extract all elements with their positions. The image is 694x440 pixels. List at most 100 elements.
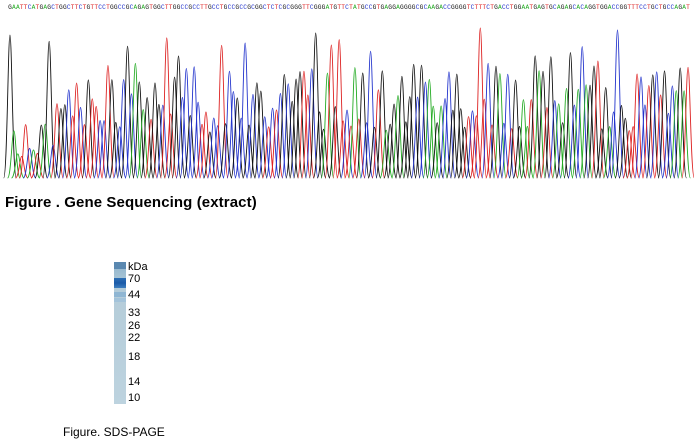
chromatogram-peak <box>544 56 558 179</box>
marker-label-44: 44 <box>128 289 141 301</box>
chromatogram-peak <box>222 70 237 179</box>
sequence-base: G <box>318 4 322 11</box>
chromatogram-peak <box>489 65 503 179</box>
chromatogram-peak <box>18 124 33 179</box>
sequence-base: T <box>275 4 279 11</box>
chromatogram-peak <box>109 121 123 179</box>
chromatogram-peak <box>97 120 111 179</box>
sequence-base: A <box>557 4 561 11</box>
sds-page-figure-caption: Figure. SDS-PAGE <box>63 425 165 439</box>
chromatogram-peak <box>152 104 166 179</box>
chromatogram-peak <box>254 90 268 179</box>
sequence-base: T <box>55 4 59 11</box>
chromatogram-peak <box>101 64 115 179</box>
sequence-base: T <box>357 4 361 11</box>
sequence-base: T <box>377 4 381 11</box>
sequence-base: G <box>518 4 522 11</box>
sequence-base: C <box>228 4 232 11</box>
sequence-base: A <box>16 4 20 11</box>
chromatogram-peak <box>587 65 601 179</box>
sequence-base: T <box>631 4 635 11</box>
sequence-base: T <box>686 4 690 11</box>
sequence-base: G <box>235 4 239 11</box>
chromatogram-peak <box>383 123 397 179</box>
chromatogram-peak <box>681 66 694 179</box>
chromatogram-peak <box>42 40 56 179</box>
sequence-base: A <box>498 4 502 11</box>
sequence-base: T <box>204 4 208 11</box>
sequence-base: G <box>533 4 537 11</box>
marker-label-33: 33 <box>128 307 141 319</box>
gel-band-faint-lower <box>114 298 126 302</box>
sequence-base: T <box>75 4 79 11</box>
chromatogram-peak <box>614 105 629 179</box>
sequence-base: A <box>674 4 678 11</box>
chromatogram-peak <box>81 79 96 179</box>
sequence-base: G <box>494 4 498 11</box>
sequence-base: C <box>279 4 283 11</box>
sequence-base: C <box>553 4 557 11</box>
chromatogram-peak <box>395 75 409 179</box>
sequence-base: G <box>380 4 384 11</box>
sequence-base: G <box>678 4 682 11</box>
sequence-base: G <box>623 4 627 11</box>
sequence-base: A <box>525 4 529 11</box>
chromatogram-peak <box>7 130 21 179</box>
sequence-base: C <box>443 4 447 11</box>
sequence-base: G <box>404 4 408 11</box>
sequence-base: A <box>439 4 443 11</box>
sequence-base: G <box>47 4 51 11</box>
chromatogram-peak <box>277 74 292 179</box>
sequence-base: C <box>271 4 275 11</box>
sequence-base: G <box>208 4 212 11</box>
chromatogram-peak <box>418 81 433 179</box>
sequence-base: T <box>330 4 334 11</box>
sequence-base: G <box>290 4 294 11</box>
chromatogram-peak <box>485 124 499 179</box>
sequence-base: G <box>8 4 12 11</box>
sequence-base: C <box>212 4 216 11</box>
sequence-base: T <box>106 4 110 11</box>
sequence-base: G <box>400 4 404 11</box>
chromatogram-peak <box>250 82 264 179</box>
chromatogram-peak <box>226 91 241 179</box>
sequence-base: A <box>12 4 16 11</box>
sequence-base: C <box>192 4 196 11</box>
chromatogram-peak <box>657 70 672 179</box>
sequence-base: A <box>576 4 580 11</box>
chromatogram-peak <box>563 52 578 179</box>
sequence-base: G <box>177 4 181 11</box>
sequence-base: C <box>573 4 577 11</box>
sequence-base: C <box>447 4 451 11</box>
sequence-base: A <box>353 4 357 11</box>
chromatogram-peak <box>438 98 452 179</box>
chromatogram-peak <box>316 128 331 179</box>
sequence-base: C <box>232 4 236 11</box>
sequence-base: T <box>545 4 549 11</box>
sequence-base: G <box>63 4 67 11</box>
chromatogram-peak <box>34 124 49 179</box>
chromatogram-peak <box>124 93 139 179</box>
sequence-base: G <box>549 4 553 11</box>
sequence-base: C <box>130 4 134 11</box>
sequence-base: G <box>435 4 439 11</box>
sequence-base: T <box>83 4 87 11</box>
sequence-base: C <box>216 4 220 11</box>
chromatogram-peak <box>520 125 535 179</box>
chromatogram-peak <box>602 126 617 179</box>
chromatogram-peak <box>65 115 80 179</box>
sequence-base: T <box>482 4 486 11</box>
chromatogram-peak <box>38 123 52 179</box>
chromatogram-peak <box>214 44 229 179</box>
sequence-base: T <box>71 4 75 11</box>
sequence-base: T <box>94 4 98 11</box>
marker-label-10: 10 <box>128 392 141 404</box>
chromatogram-peak <box>128 62 143 179</box>
sequence-base: C <box>98 4 102 11</box>
chromatogram-peak <box>320 72 335 179</box>
sequence-base: C <box>161 4 165 11</box>
chromatogram-peak <box>599 87 613 179</box>
chromatogram-peak <box>646 74 660 179</box>
